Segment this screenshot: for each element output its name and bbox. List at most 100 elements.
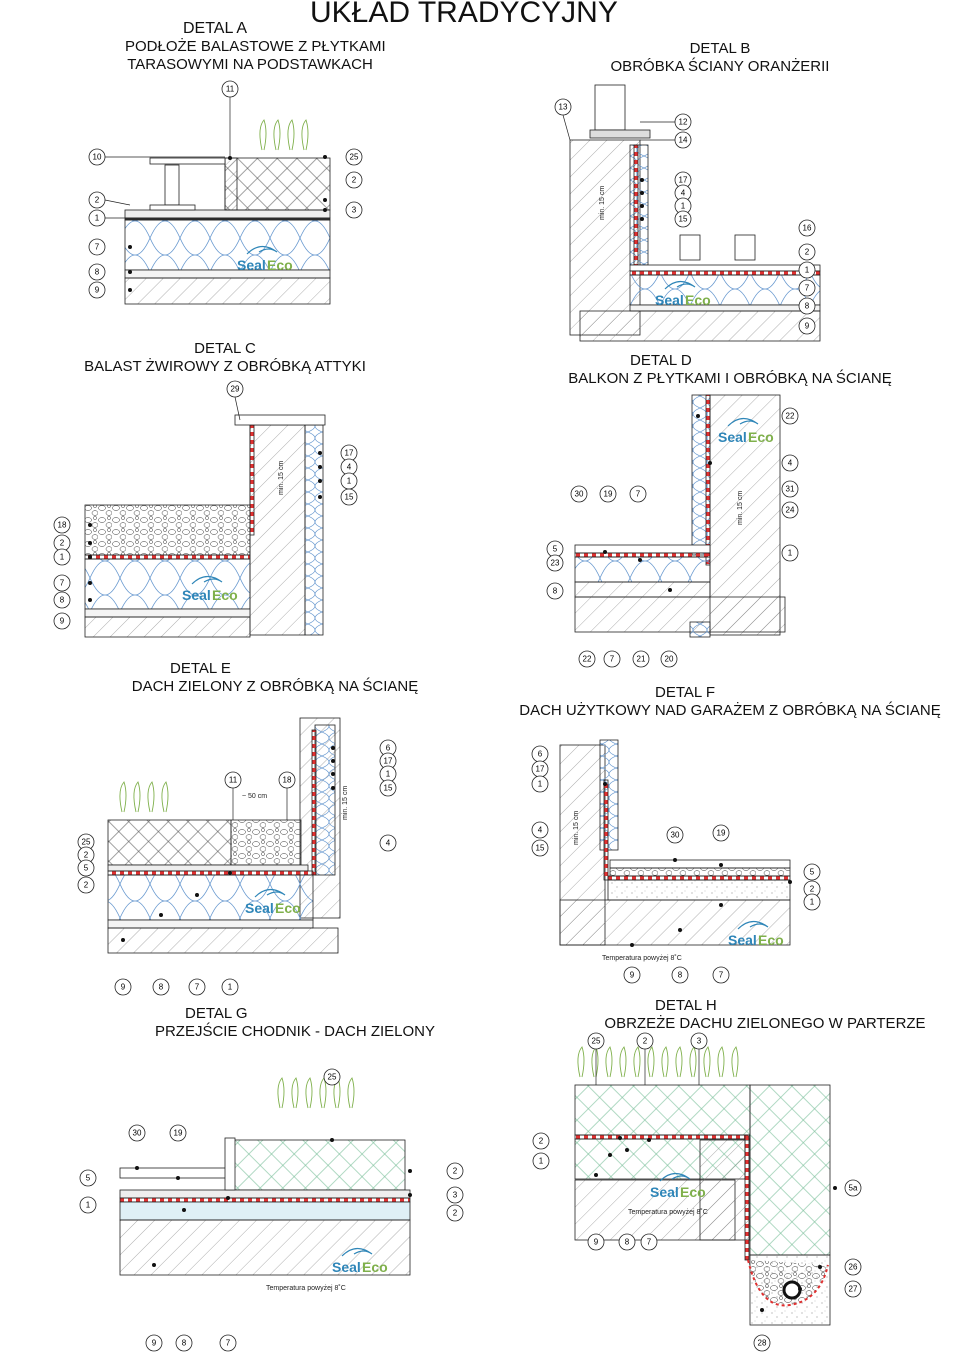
pointer-dot bbox=[330, 1138, 334, 1142]
logo-text-seal: Seal bbox=[655, 292, 684, 308]
window-frame bbox=[594, 84, 626, 131]
label-circle bbox=[446, 1204, 464, 1222]
label-number: 8 bbox=[553, 587, 558, 596]
grass-blade bbox=[689, 1046, 697, 1078]
label-number: 11 bbox=[226, 85, 235, 94]
label-marker: 21 bbox=[632, 650, 650, 668]
label-number: 5 bbox=[553, 545, 558, 554]
pointer-dot bbox=[608, 1153, 612, 1157]
membrane-layer bbox=[311, 729, 317, 876]
logo-swoosh bbox=[737, 920, 769, 930]
logo-text-eco: Eco bbox=[680, 1184, 706, 1200]
paver-layer bbox=[574, 544, 711, 554]
concrete-slab bbox=[124, 277, 331, 305]
pointer-dot bbox=[678, 928, 682, 932]
bedding-layer bbox=[609, 867, 791, 877]
label-number: 5a bbox=[849, 1184, 858, 1193]
label-marker: 6 bbox=[531, 745, 549, 763]
pointer-dot bbox=[331, 786, 335, 790]
label-marker: 1 bbox=[379, 765, 397, 783]
logo-text-eco: Eco bbox=[758, 932, 784, 948]
label-circle bbox=[599, 485, 617, 503]
label-number: 17 bbox=[536, 765, 545, 774]
gravel-ballast bbox=[84, 504, 251, 556]
label-marker: 8 bbox=[546, 582, 564, 600]
label-number: 2 bbox=[95, 196, 100, 205]
pointer-dot bbox=[331, 746, 335, 750]
label-marker: 5 bbox=[77, 859, 95, 877]
label-marker: 2 bbox=[446, 1204, 464, 1222]
drain-pipe bbox=[782, 1280, 802, 1300]
label-number: 8 bbox=[95, 268, 100, 277]
label-marker: 7 bbox=[712, 966, 730, 984]
label-marker: 13 bbox=[554, 98, 572, 116]
pointer-dot bbox=[88, 555, 92, 559]
pointer-dot bbox=[88, 523, 92, 527]
membrane-layer bbox=[574, 1134, 751, 1140]
pointer-dot bbox=[708, 461, 712, 465]
pointer-dot bbox=[135, 1166, 139, 1170]
label-marker: 1 bbox=[532, 1152, 550, 1170]
logo-swoosh bbox=[341, 1247, 373, 1257]
parapet-wall bbox=[249, 424, 306, 636]
label-number: 2 bbox=[84, 881, 89, 890]
label-number: 19 bbox=[174, 1129, 183, 1138]
membrane-layer bbox=[107, 870, 314, 876]
pointer-dot bbox=[603, 550, 607, 554]
protection-layer bbox=[607, 879, 791, 901]
logo-text-seal: Seal bbox=[245, 900, 274, 916]
label-number: 10 bbox=[93, 153, 102, 162]
wall-insulation bbox=[304, 424, 324, 636]
label-circle bbox=[53, 574, 71, 592]
planter-soil bbox=[224, 157, 331, 211]
logo-swoosh bbox=[254, 888, 286, 898]
label-circle bbox=[88, 263, 106, 281]
label-circle bbox=[798, 219, 816, 237]
label-circle bbox=[781, 407, 799, 425]
label-circle bbox=[224, 771, 242, 789]
label-marker: 1 bbox=[798, 261, 816, 279]
label-number: 1 bbox=[681, 202, 686, 211]
label-number: 23 bbox=[551, 559, 560, 568]
label-number: 1 bbox=[805, 266, 810, 275]
min-15cm-note: min. 15 cm bbox=[599, 186, 606, 220]
vapor-layer bbox=[107, 919, 314, 929]
label-number: 9 bbox=[630, 971, 635, 980]
label-marker: 8 bbox=[618, 1233, 636, 1251]
pointer-dot bbox=[668, 588, 672, 592]
label-marker: 1 bbox=[88, 209, 106, 227]
grass-blade bbox=[605, 1046, 613, 1078]
label-number: 4 bbox=[538, 826, 543, 835]
paver-layer bbox=[629, 264, 821, 272]
label-number: 30 bbox=[575, 490, 584, 499]
label-circle bbox=[152, 978, 170, 996]
pointer-dot bbox=[128, 245, 132, 249]
pointer-dot bbox=[638, 558, 642, 562]
detail-c-name: DETAL C bbox=[194, 340, 256, 357]
insulation-layer bbox=[574, 556, 711, 583]
label-circle bbox=[531, 821, 549, 839]
label-number: 2 bbox=[805, 248, 810, 257]
label-number: 2 bbox=[539, 1137, 544, 1146]
label-marker: 1 bbox=[79, 1196, 97, 1214]
detail-a-subtitle-1: PODŁOŻE BALASTOWE Z PŁYTKAMI bbox=[125, 38, 386, 55]
label-marker: 11 bbox=[221, 80, 239, 98]
temperature-note: Temperatura powyżej 8˚C bbox=[602, 954, 682, 962]
label-circle bbox=[79, 1169, 97, 1187]
label-circle bbox=[554, 98, 572, 116]
label-marker: 8 bbox=[88, 263, 106, 281]
label-number: 3 bbox=[697, 1037, 702, 1046]
label-circle bbox=[221, 978, 239, 996]
label-number: 1 bbox=[539, 1157, 544, 1166]
label-number: 11 bbox=[229, 776, 238, 785]
detail-a-name: DETAL A bbox=[182, 20, 248, 37]
logo-text-seal: Seal bbox=[182, 587, 211, 603]
pointer-dot bbox=[603, 782, 607, 786]
sealeco-logo: Seal Eco bbox=[728, 920, 784, 948]
label-number: 2 bbox=[453, 1209, 458, 1218]
main-title: UKŁAD TRADYCYJNY bbox=[310, 0, 618, 29]
label-marker: 2 bbox=[532, 1132, 550, 1150]
slab bbox=[574, 581, 711, 598]
label-circle bbox=[379, 834, 397, 852]
